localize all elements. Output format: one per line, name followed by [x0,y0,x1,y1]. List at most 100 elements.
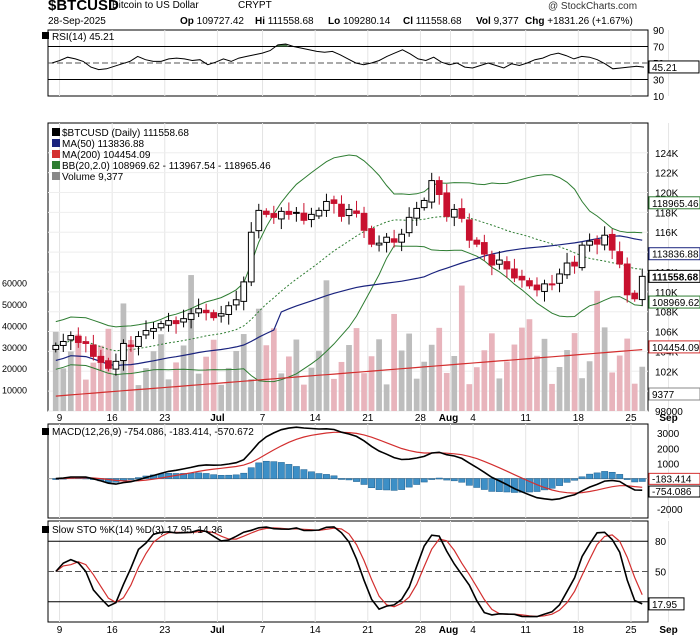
volume-bar [316,350,322,411]
candle-body [82,341,90,344]
macd-line [55,426,643,501]
volume-bar [225,367,232,411]
x-tick-label: 14 [310,413,322,424]
macd-histogram-bar [473,478,481,488]
symbol-class: CRYPT [238,0,272,11]
volume-bar [150,351,157,411]
volume-bar [180,345,187,411]
x-tick-label-bottom: 23 [159,625,171,636]
macd-histogram-bar [202,473,210,479]
price-value-label: 118965.46 [652,199,699,210]
macd-last-box-signal [648,472,700,485]
macd-histogram-bar [285,464,293,479]
macd-histogram-bar [307,471,315,479]
x-tick-label: Sep [659,413,677,424]
volume-bar [376,339,382,411]
candle-body [435,180,443,196]
price-axis-label: 116K [655,228,678,239]
volume-bar [473,367,480,411]
price-value-label: 104454.09 [652,343,700,354]
candle-body [135,336,142,347]
volume-bar [639,366,646,411]
bollinger-lower [55,245,643,383]
candle-body [496,259,503,265]
macd-histogram-bar [345,478,353,481]
price-axis-label: 110K [655,288,678,299]
candle-body [315,209,323,217]
macd-histogram-bar [586,473,594,479]
macd-signal-line [55,431,643,494]
macd-histogram-bar [480,478,488,490]
candle-body [428,180,436,203]
price-value-label: 111558.68 [652,272,699,283]
x-tick-label-bottom: 11 [521,625,532,636]
macd-histogram-bar [240,472,248,479]
x-tick-label-bottom: 7 [260,625,266,636]
price-legend-item: BB(20,2.0) 108969.62 - 113967.54 - 11896… [62,161,271,172]
x-tick-label-bottom: 9 [57,625,63,636]
volume-bar [541,338,548,411]
candle-body [526,280,533,287]
macd-histogram-bar [631,478,639,483]
macd-histogram-bar [450,478,458,482]
price-legend-item: $BTCUSD (Daily) 111558.68 [62,128,189,139]
chart-header: $BTCUSD Bitcoin to US Dollar CRYPT @ Sto… [0,0,700,30]
volume-bar [443,372,450,411]
candle-body [601,234,609,246]
price-legend-swatch [52,128,60,136]
x-tick-label: 21 [362,413,374,424]
rsi-legend: RSI(14) 45.21 [52,32,115,43]
candle-body [285,210,293,215]
macd-histogram-bar [405,478,413,488]
volume-bar [128,339,134,411]
volume-bar [248,379,255,411]
macd-histogram-bar [616,474,624,479]
macd-histogram-bar [232,474,240,479]
rsi-axis-label: 30 [653,76,665,87]
price-legend-swatch [52,139,60,147]
candle-body [97,355,105,363]
volume-bar [413,378,420,411]
volume-bar [240,334,247,411]
macd-axis-label: 1000 [657,459,680,470]
candle-body [518,275,526,281]
candle-body [556,273,563,284]
macd-histogram-bar [247,467,255,479]
x-tick-label-bottom: 21 [362,625,374,636]
macd-histogram-bar [488,478,496,492]
candle-body [338,203,345,217]
volume-bar [489,333,495,411]
volume-bar [496,378,503,411]
volume-bar [308,367,315,411]
candle-body [247,231,255,283]
volume-axis-label: 50000 [2,300,27,310]
volume-bar [285,356,292,411]
volume-bar [210,339,217,411]
x-tick-label: 23 [159,413,171,424]
macd-histogram-bar [390,478,398,491]
candle-body [330,199,338,204]
x-tick-label: 7 [260,413,266,424]
price-axis-label: 102K [655,367,679,378]
candle-body [262,210,270,215]
sto-axis-label: 80 [655,537,667,548]
volume-bar [67,351,74,411]
candle-body [323,200,330,211]
quote-high: Hi 111558.68 [255,16,314,27]
volume-bar [519,327,525,411]
price-axis-label: 108K [655,308,679,319]
volume-bar [263,345,270,411]
volume-bar [361,373,367,411]
rsi-axis-label: 10 [653,92,665,103]
candle-body [368,228,375,245]
candle-body [541,283,548,292]
candle-body [623,263,631,296]
price-legend-item: Volume 9,377 [62,172,124,183]
candle-body [638,275,646,301]
candle-body [277,210,285,220]
volume-bar [421,361,428,411]
macd-axis-label: -2000 [657,505,683,516]
x-tick-label: 16 [107,413,119,424]
macd-histogram-bar [465,478,473,486]
x-tick-label: 11 [521,413,532,424]
